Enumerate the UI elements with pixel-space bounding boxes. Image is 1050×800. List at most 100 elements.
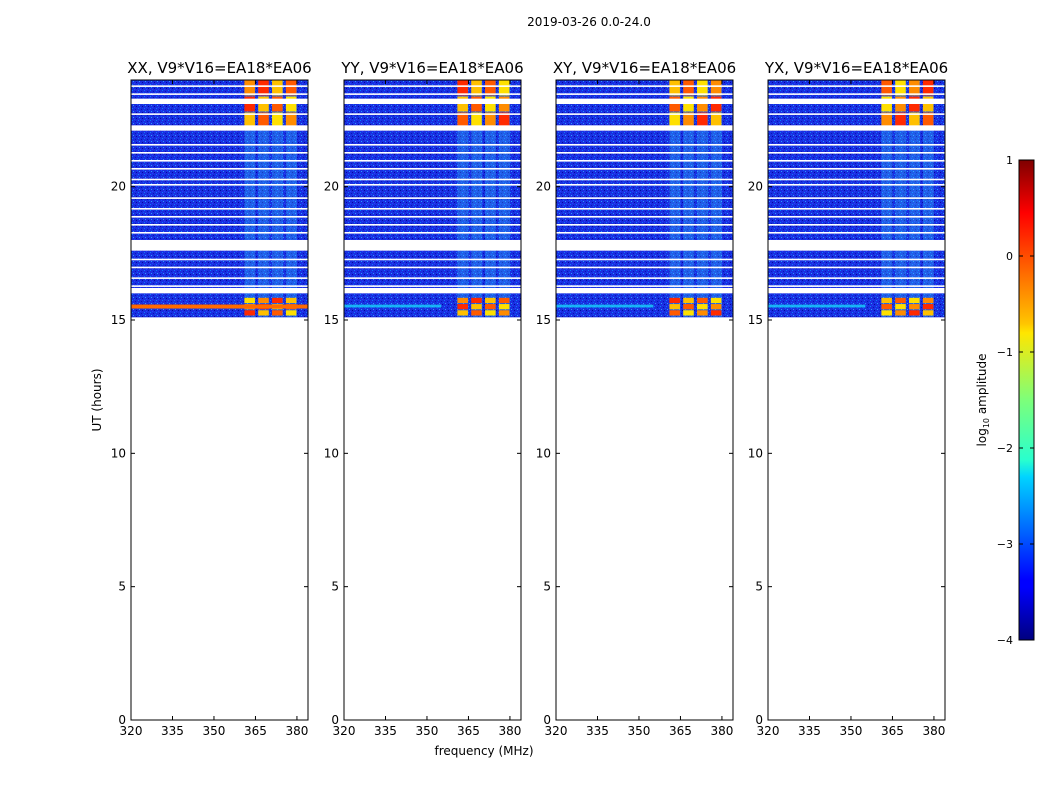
- flag-line: [131, 197, 308, 199]
- rfi-block: [895, 310, 906, 316]
- x-tick-label: 335: [161, 724, 184, 738]
- y-tick-label: 0: [755, 713, 763, 727]
- figure-suptitle: 2019-03-26 0.0-24.0: [527, 15, 651, 29]
- rfi-block: [683, 304, 694, 310]
- flag-line: [556, 224, 733, 226]
- y-tick-label: 20: [536, 180, 551, 194]
- flagged-gap: [556, 240, 733, 251]
- flagged-gap: [768, 240, 945, 251]
- flagged-gap: [344, 98, 521, 104]
- x-tick-label: 365: [669, 724, 692, 738]
- flagged-gap: [131, 125, 308, 131]
- spectrogram-image: [131, 80, 308, 318]
- flag-line: [768, 168, 945, 170]
- rfi-block: [669, 80, 680, 96]
- flag-line: [131, 178, 308, 181]
- panel-title: XY, V9*V16=EA18*EA06: [553, 59, 736, 77]
- rfi-block: [922, 304, 934, 310]
- flag-line: [344, 85, 521, 87]
- colorbar-tick-label: −1: [997, 346, 1013, 359]
- rfi-block: [285, 310, 297, 316]
- rfi-block: [244, 297, 255, 304]
- rfi-block: [881, 80, 892, 96]
- flag-line: [768, 216, 945, 218]
- panel-yy: YY, V9*V16=EA18*EA06 320 335 350 365 380 0 5 10 1…: [324, 59, 524, 738]
- y-tick-label: 15: [748, 313, 763, 327]
- flag-line: [768, 197, 945, 199]
- rfi-block: [895, 80, 906, 96]
- x-tick-label: 365: [244, 724, 267, 738]
- rfi-block: [909, 304, 920, 310]
- flagged-gap: [556, 288, 733, 294]
- flag-line: [768, 144, 945, 146]
- x-tick-label: 320: [120, 724, 143, 738]
- colorbar-label: log10 amplitude: [975, 354, 991, 447]
- colorbar: −4 −3 −2 −1 0 1 log10 amplitude: [975, 154, 1035, 647]
- rfi-block: [710, 80, 722, 96]
- flag-line: [768, 232, 945, 234]
- y-tick-label: 5: [118, 580, 126, 594]
- flag-line: [344, 277, 521, 279]
- rfi-block: [669, 112, 680, 128]
- flag-line: [131, 258, 308, 261]
- flag-line: [344, 197, 521, 199]
- y-tick-label: 10: [748, 446, 763, 460]
- rfi-block: [258, 112, 269, 128]
- flag-line: [556, 178, 733, 181]
- flag-line: [768, 224, 945, 226]
- rfi-block: [498, 310, 510, 316]
- rfi-block: [471, 310, 482, 316]
- flag-line: [768, 113, 945, 115]
- rfi-block: [881, 112, 892, 128]
- flag-line: [556, 285, 733, 287]
- rfi-block: [922, 112, 934, 128]
- flag-line: [131, 184, 308, 186]
- rfi-block: [683, 80, 694, 96]
- flag-line: [344, 184, 521, 186]
- flag-line: [344, 160, 521, 162]
- flagged-gap: [556, 125, 733, 131]
- y-tick-label: 0: [543, 713, 551, 727]
- rfi-line: [556, 304, 654, 308]
- rfi-block: [272, 80, 283, 96]
- flag-line: [556, 93, 733, 95]
- y-tick-label: 0: [331, 713, 339, 727]
- rfi-block: [457, 80, 468, 96]
- rfi-block: [285, 80, 297, 96]
- flagged-gap: [131, 240, 308, 251]
- panel-frame: [767, 79, 946, 721]
- rfi-block: [244, 112, 255, 128]
- panel-title: YY, V9*V16=EA18*EA06: [340, 59, 523, 77]
- flag-line: [768, 160, 945, 162]
- flagged-gap: [768, 98, 945, 104]
- rfi-block: [485, 310, 496, 316]
- rfi-block: [922, 310, 934, 316]
- flagged-gap: [131, 98, 308, 104]
- flag-line: [556, 168, 733, 170]
- spectrogram-image: [344, 80, 521, 318]
- rfi-block: [244, 80, 255, 96]
- rfi-block: [710, 304, 722, 310]
- rfi-block: [498, 112, 510, 128]
- rfi-block: [272, 297, 283, 304]
- x-tick-label: 350: [628, 724, 651, 738]
- flag-line: [131, 160, 308, 162]
- flag-line: [556, 144, 733, 146]
- panel-title: YX, V9*V16=EA18*EA06: [764, 59, 948, 77]
- x-tick-label: 335: [374, 724, 397, 738]
- y-tick-label: 20: [324, 180, 339, 194]
- rfi-block: [471, 304, 482, 310]
- rfi-block: [909, 297, 920, 304]
- y-tick-label: 0: [118, 713, 126, 727]
- flag-line: [768, 258, 945, 261]
- spectrogram-image: [768, 80, 945, 318]
- y-tick-label: 10: [111, 446, 126, 460]
- flagged-gap: [344, 125, 521, 131]
- flag-line: [556, 184, 733, 186]
- rfi-block: [710, 310, 722, 316]
- rfi-block: [471, 297, 482, 304]
- flag-line: [131, 113, 308, 115]
- flag-line: [768, 184, 945, 186]
- rfi-block: [683, 310, 694, 316]
